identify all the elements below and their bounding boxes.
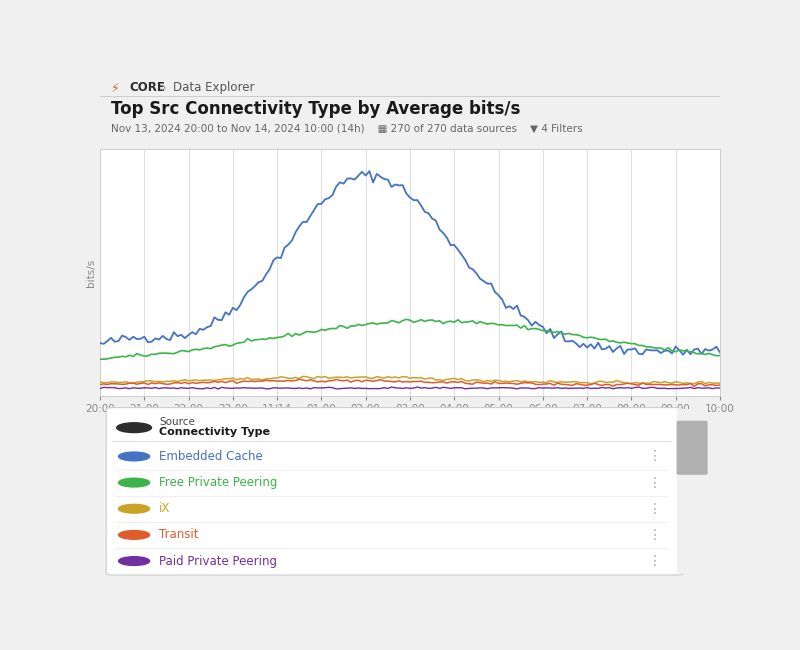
X-axis label: 2024-11-13 to 2024-11-14 UTC (5 minute intervals): 2024-11-13 to 2024-11-14 UTC (5 minute i… xyxy=(266,421,554,432)
Circle shape xyxy=(118,530,150,540)
Text: CORE: CORE xyxy=(130,81,166,94)
Circle shape xyxy=(118,556,150,566)
Text: Connectivity Type: Connectivity Type xyxy=(159,427,270,437)
Text: Free Private Peering: Free Private Peering xyxy=(159,476,278,489)
Text: Embedded Cache: Embedded Cache xyxy=(159,450,262,463)
Text: ›: › xyxy=(161,81,166,95)
FancyBboxPatch shape xyxy=(677,421,708,474)
Circle shape xyxy=(118,478,150,487)
Circle shape xyxy=(117,422,151,432)
Text: ⋮: ⋮ xyxy=(648,554,662,568)
Text: Source: Source xyxy=(159,417,194,428)
Text: ⋮: ⋮ xyxy=(648,449,662,463)
Text: Nov 13, 2024 20:00 to Nov 14, 2024 10:00 (14h)    ▦ 270 of 270 data sources    ▼: Nov 13, 2024 20:00 to Nov 14, 2024 10:00… xyxy=(111,124,582,133)
Text: Transit: Transit xyxy=(159,528,198,541)
Text: ⋮: ⋮ xyxy=(648,502,662,515)
FancyBboxPatch shape xyxy=(106,408,683,575)
Y-axis label: bits/s: bits/s xyxy=(86,259,96,287)
Text: iX: iX xyxy=(159,502,170,515)
Circle shape xyxy=(118,452,150,461)
Text: ⋮: ⋮ xyxy=(648,476,662,489)
Text: ⋮: ⋮ xyxy=(648,528,662,542)
FancyBboxPatch shape xyxy=(677,410,708,573)
Text: Top Src Connectivity Type by Average bits/s: Top Src Connectivity Type by Average bit… xyxy=(111,100,521,118)
Circle shape xyxy=(118,504,150,513)
Text: Paid Private Peering: Paid Private Peering xyxy=(159,554,277,567)
Text: ⚡: ⚡ xyxy=(111,81,120,94)
Text: Data Explorer: Data Explorer xyxy=(173,81,254,94)
